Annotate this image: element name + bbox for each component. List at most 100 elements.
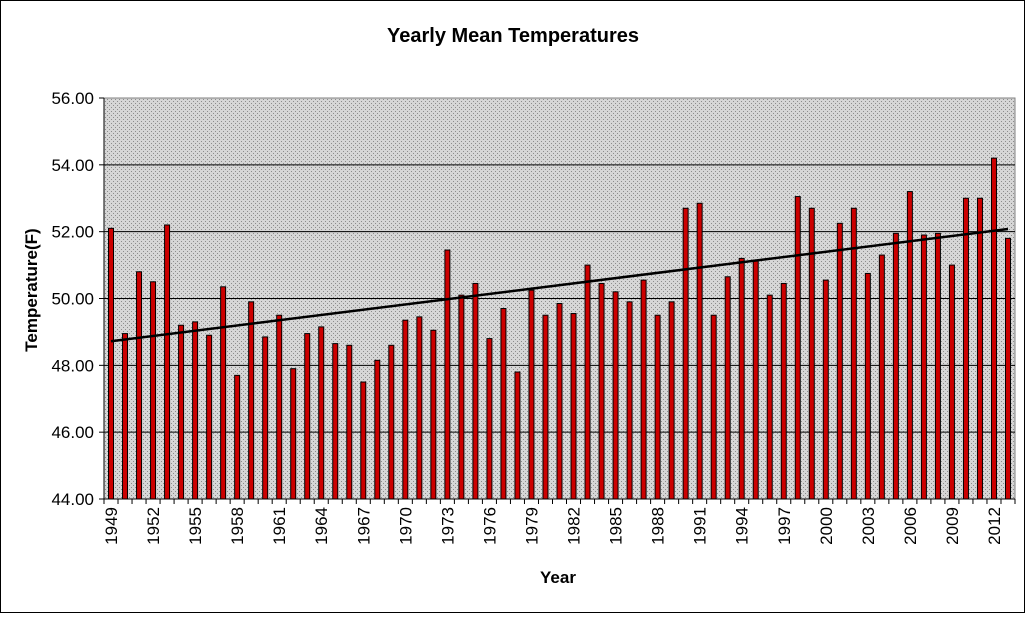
chart-title: Yearly Mean Temperatures: [387, 25, 639, 47]
y-tick-label: 56.00: [51, 89, 94, 108]
x-tick-label: 1949: [102, 507, 121, 545]
bar-1995: [752, 259, 759, 500]
x-tick-label: 1976: [480, 507, 499, 545]
x-tick-label: 2003: [859, 507, 878, 545]
y-axis-label: Temperature(F): [22, 228, 41, 351]
y-axis: 44.00 46.00 48.00 50.00 52.00 54.00 56.00: [51, 89, 105, 509]
bar-2001: [836, 222, 843, 500]
bar-1985: [612, 291, 619, 500]
x-tick-label: 1970: [396, 507, 415, 545]
bar-1986: [626, 301, 633, 500]
bar-1959: [248, 301, 255, 500]
bar-1976: [486, 338, 493, 500]
bar-1949: [108, 227, 115, 500]
bar-2009: [948, 264, 955, 500]
bar-1978: [514, 371, 521, 500]
bar-1972: [430, 329, 437, 500]
bar-1988: [654, 314, 661, 500]
x-tick-label: 1964: [312, 507, 331, 545]
bar-1953: [164, 224, 171, 500]
bar-1997: [780, 282, 787, 500]
trendline-group: [110, 227, 1009, 343]
bar-1996: [766, 294, 773, 500]
bar-1961: [276, 314, 283, 500]
x-tick-label: 1973: [438, 507, 457, 545]
bar-1982: [570, 313, 577, 500]
bar-1981: [556, 303, 563, 500]
x-tick-label: 2000: [817, 507, 836, 545]
x-tick-label: 2009: [943, 507, 962, 545]
bar-2006: [906, 191, 913, 500]
bar-1992: [710, 314, 717, 500]
bar-1969: [388, 344, 395, 500]
bar-2007: [920, 234, 927, 500]
x-axis: 1949 1952 1955 1958 1961 1964 1967 1970 1973 1976…: [102, 498, 1016, 545]
bar-1975: [472, 282, 479, 500]
bar-1970: [402, 319, 409, 500]
bar-1968: [374, 359, 381, 500]
x-tick-label: 1952: [144, 507, 163, 545]
bar-1998: [794, 196, 801, 500]
bar-1966: [346, 344, 353, 500]
bar-2003: [864, 272, 871, 500]
bar-1994: [738, 257, 745, 500]
bar-1984: [598, 282, 605, 500]
y-tick-label: 54.00: [51, 156, 94, 175]
bar-1957: [220, 286, 227, 500]
x-tick-label: 1997: [775, 507, 794, 545]
y-tick-label: 52.00: [51, 223, 94, 242]
x-tick-label: 1958: [228, 507, 247, 545]
bar-1991: [696, 202, 703, 500]
bar-2011: [976, 197, 983, 500]
x-tick-label: 2012: [985, 507, 1004, 545]
x-tick-label: 1961: [270, 507, 289, 545]
bar-2004: [878, 254, 885, 500]
y-tick-label: 46.00: [51, 423, 94, 442]
trendline: [110, 227, 1009, 343]
x-tick-label: 1988: [649, 507, 668, 545]
bar-1958: [234, 374, 241, 500]
bar-1967: [360, 381, 367, 500]
bar-2013: [1004, 237, 1011, 500]
y-tick-label: 50.00: [51, 290, 94, 309]
bar-1974: [458, 294, 465, 500]
bar-1950: [122, 333, 129, 500]
bar-1952: [150, 281, 157, 500]
bar-1964: [318, 326, 325, 500]
bar-1971: [416, 316, 423, 500]
y-tick-label: 48.00: [51, 356, 94, 375]
bar-1960: [262, 336, 269, 500]
bar-1993: [724, 276, 731, 500]
bar-2012: [990, 157, 997, 500]
bar-1951: [136, 271, 143, 500]
x-tick-label: 1982: [565, 507, 584, 545]
bar-1965: [332, 343, 339, 500]
bar-2005: [892, 232, 899, 500]
x-tick-label: 1955: [186, 507, 205, 545]
bar-1977: [500, 308, 507, 500]
x-tick-label: 1991: [691, 507, 710, 545]
x-axis-label: Year: [540, 568, 576, 587]
x-tick-label: 1985: [607, 507, 626, 545]
bar-1987: [640, 279, 647, 500]
y-tick-label: 44.00: [51, 490, 94, 509]
bar-1980: [542, 314, 549, 500]
bar-1990: [682, 207, 689, 500]
bar-1963: [304, 333, 311, 500]
x-tick-label: 1967: [354, 507, 373, 545]
bar-2002: [850, 207, 857, 500]
bar-1962: [290, 368, 297, 500]
bar-1956: [206, 334, 213, 500]
bar-1973: [444, 249, 451, 500]
bar-2000: [822, 279, 829, 500]
bar-1954: [178, 324, 185, 500]
bar-1955: [192, 321, 199, 500]
x-tick-label: 1979: [522, 507, 541, 545]
x-tick-label: 2006: [901, 507, 920, 545]
bar-1979: [528, 289, 535, 500]
bar-1999: [808, 207, 815, 500]
bar-1983: [584, 264, 591, 500]
x-tick-label: 1994: [733, 507, 752, 545]
